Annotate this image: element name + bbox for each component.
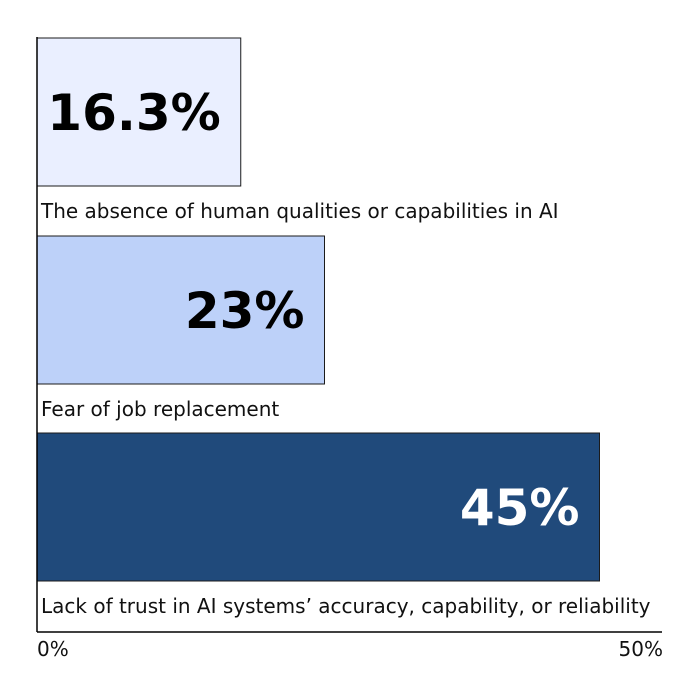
x-tick-labels: 0% 50% — [37, 637, 663, 661]
x-tick-label: 50% — [619, 637, 663, 661]
bars-layer: 16.3% The absence of human qualities or c… — [36, 37, 651, 618]
bar-value-label: 45% — [460, 479, 580, 537]
category-label: Lack of trust in AI systems’ accuracy, c… — [41, 594, 651, 618]
bar-value-label: 16.3% — [47, 84, 220, 142]
bar-group: 16.3% The absence of human qualities or c… — [36, 37, 559, 223]
category-label: The absence of human qualities or capabi… — [40, 199, 559, 223]
bar-group: 23% Fear of job replacement — [36, 235, 325, 421]
bar-group: 45% Lack of trust in AI systems’ accuracy… — [36, 432, 651, 618]
bar-value-label: 23% — [185, 282, 305, 340]
bar — [36, 235, 325, 385]
bar — [36, 37, 242, 187]
category-label: Fear of job replacement — [41, 397, 279, 421]
x-tick-label: 0% — [37, 637, 69, 661]
bar — [36, 432, 600, 582]
